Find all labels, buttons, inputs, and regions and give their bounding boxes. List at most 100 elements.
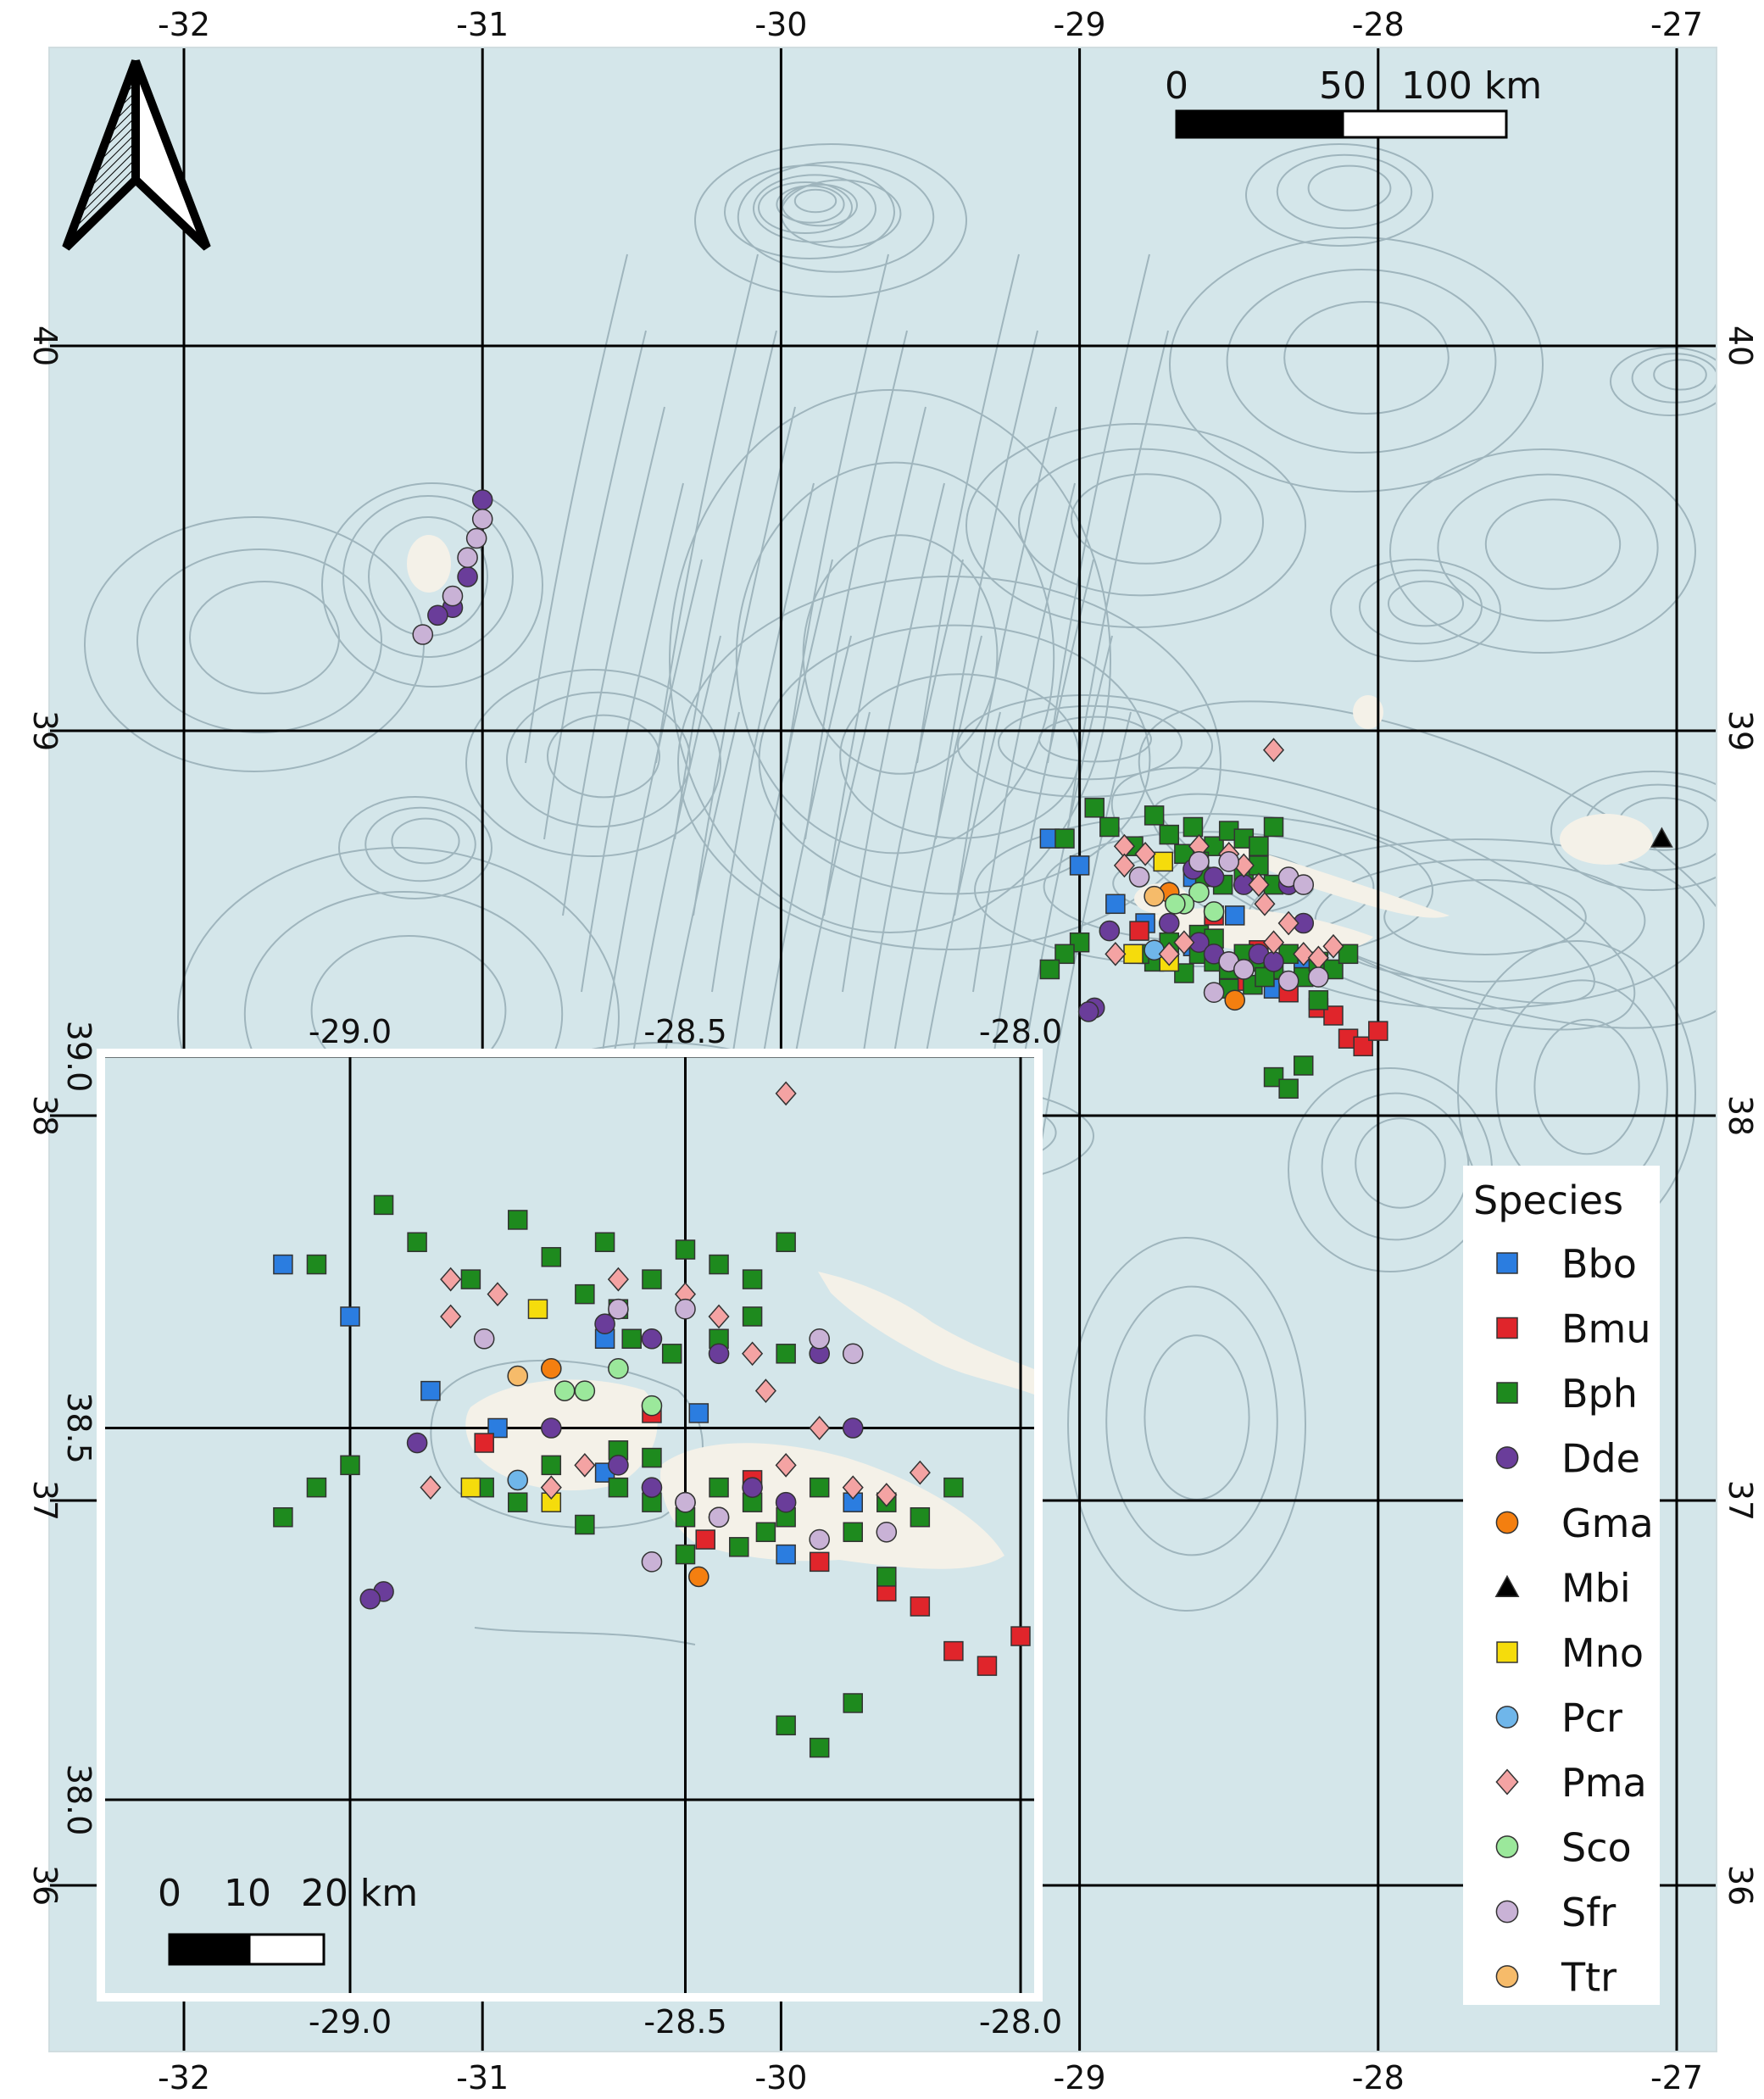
main-scale-segment-white (1341, 109, 1508, 139)
sighting-marker-sfr (471, 509, 493, 530)
main-map-frame (48, 47, 1717, 2052)
contour-line (693, 406, 796, 916)
contour-line (823, 406, 927, 916)
contour-line (711, 482, 815, 993)
inset-sighting-marker-pma (540, 1475, 562, 1500)
inset-sighting-marker-dde (594, 1313, 615, 1335)
contour-line (1383, 879, 1587, 955)
contour-line (793, 188, 837, 214)
inset-sighting-marker-bmu (809, 1551, 830, 1573)
contour-line (842, 482, 945, 993)
legend-label-gma: Gma (1561, 1500, 1654, 1546)
inset-sighting-marker-pma (607, 1267, 629, 1292)
inset-lon-tick-label-bottom: -28.0 (979, 2003, 1062, 2041)
lat-tick-label-left: 39 (26, 710, 64, 751)
contour-line (1388, 580, 1464, 627)
main-scale-segment-black (1177, 111, 1343, 137)
inset-sighting-marker-bmu (910, 1596, 931, 1617)
inset-sighting-marker-gma (541, 1358, 562, 1379)
inset-sighting-marker-bph (594, 1232, 615, 1252)
contour-line (786, 253, 889, 764)
contour-line (1038, 715, 1152, 763)
contour-line (694, 143, 967, 298)
inset-sighting-marker-bph (273, 1506, 293, 1528)
contour-line (465, 669, 721, 857)
lon-tick-label-bottom: -28 (1352, 2059, 1405, 2096)
inset-sighting-marker-bbo (420, 1380, 441, 1401)
contour-line (189, 581, 340, 694)
legend-title: Species (1473, 1178, 1623, 1223)
inset-sighting-marker-bph (508, 1492, 528, 1512)
legend-symbol-pcr (1495, 1706, 1519, 1729)
sighting-marker-dde (1158, 912, 1180, 934)
sighting-marker-sfr (1203, 982, 1225, 1004)
inset-sighting-marker-bph (943, 1477, 964, 1498)
sighting-marker-bph (1159, 824, 1180, 845)
contour-line (860, 559, 964, 1069)
inset-sighting-marker-ttr (507, 1365, 529, 1387)
contour-line (342, 495, 514, 658)
sighting-marker-bph (1182, 816, 1204, 838)
inset-sighting-marker-bph (809, 1737, 830, 1758)
terceira-island (1560, 814, 1653, 865)
inset-sighting-marker-dde (406, 1432, 428, 1454)
contour-line (753, 174, 876, 243)
contour-line (1437, 473, 1659, 622)
inset-lon-tick-label-bottom: -29.0 (309, 2003, 392, 2041)
contour-line (547, 714, 660, 799)
sighting-marker-pma (1262, 738, 1285, 763)
inset-sighting-marker-bph (910, 1506, 931, 1528)
sighting-marker-sfr (1308, 966, 1329, 988)
inset-sighting-marker-pma (775, 1453, 797, 1478)
contour-line (735, 461, 1055, 855)
lon-tick-label-top: -30 (754, 6, 807, 43)
contour-line (1071, 473, 1221, 565)
inset-sighting-marker-bph (675, 1239, 696, 1260)
legend-symbol-pma (1495, 1768, 1519, 1796)
inset-scale-label-10: 10 (224, 1872, 271, 1915)
inset-tick-labels: -29.0 -29.0 -28.5 -28.5 -28.0 -28.0 38.0 38.5 39… (60, 1013, 1062, 2041)
inset-sighting-marker-sfr (809, 1528, 831, 1551)
main-scale-outline (1175, 109, 1508, 139)
contour-line (1307, 164, 1392, 212)
inset-sighting-marker-bmu (474, 1433, 494, 1453)
lon-tick-label-top: -29 (1054, 6, 1106, 43)
sighting-marker-pcr (1144, 939, 1165, 961)
sighting-marker-bph (1294, 1055, 1314, 1076)
contour-line (1047, 253, 1150, 764)
inset-lat-tick-label: 38.5 (60, 1392, 97, 1464)
inset-sighting-marker-dde (541, 1417, 562, 1439)
inset-sighting-marker-pma (876, 1483, 898, 1507)
inset-lon-tick-label-top: -28.5 (643, 1013, 726, 1050)
inset-sighting-marker-sco (641, 1395, 663, 1417)
sighting-marker-sfr (1277, 970, 1299, 992)
contour-line (1067, 1237, 1306, 1612)
lon-tick-label-top: -28 (1352, 6, 1405, 43)
inset-sighting-marker-sco (554, 1380, 576, 1401)
lon-tick-label-top: -27 (1650, 6, 1703, 43)
legend-label-ttr: Ttr (1561, 1955, 1617, 2001)
sighting-marker-pma (1134, 841, 1156, 866)
main-sightings (412, 489, 1673, 1099)
inset-sighting-marker-bph (541, 1455, 562, 1476)
inset-sighting-marker-bbo (340, 1306, 360, 1327)
legend-label-sco: Sco (1561, 1825, 1632, 1871)
inset-sighting-marker-dde (359, 1588, 381, 1610)
sighting-marker-bmu (1368, 1021, 1388, 1041)
graciosa-island (1353, 695, 1383, 729)
sighting-marker-sfr (465, 527, 487, 549)
inset-sighting-marker-bph (642, 1269, 662, 1289)
inset-lon-tick-label-top: -28.0 (979, 1013, 1062, 1050)
inset-sighting-marker-dde (775, 1491, 797, 1513)
contour-line (674, 330, 777, 840)
inset-sighting-marker-bph (709, 1477, 729, 1498)
lon-tick-label-top: -32 (158, 6, 210, 43)
contour-line (1355, 1117, 1446, 1209)
legend-symbol-sco (1495, 1835, 1519, 1858)
inset-sighting-marker-pma (420, 1475, 442, 1500)
north-arrow-icon (62, 59, 211, 251)
contour-line (669, 389, 1111, 933)
inset-sighting-marker-bph (742, 1269, 763, 1289)
inset-sighting-marker-sfr (809, 1328, 831, 1350)
sighting-marker-pma (1173, 930, 1195, 955)
